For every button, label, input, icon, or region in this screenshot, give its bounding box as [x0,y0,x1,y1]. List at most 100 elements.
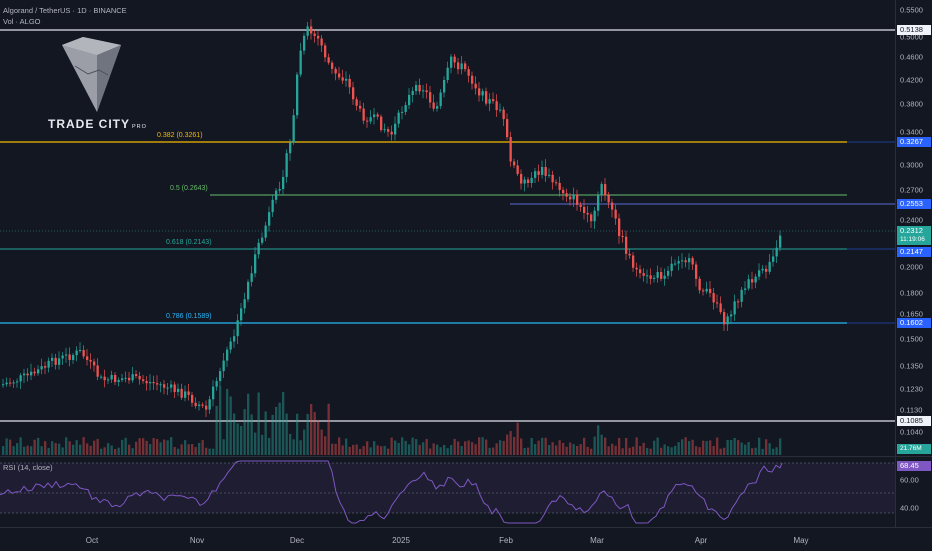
candle-body [89,359,92,362]
candle-body [201,404,204,406]
volume-bar [338,437,341,455]
support-price-tag: 0.1085 [897,416,931,426]
candle-body [401,111,404,113]
volume-bar [26,445,29,455]
candle-body [142,379,145,382]
volume-bar [660,447,663,455]
volume-bar [639,446,642,455]
candle-body [569,196,572,200]
candle-body [709,288,712,294]
volume-bar [485,439,488,455]
volume-bar [156,439,159,455]
price-tick: 0.3400 [900,127,923,137]
candle-body [453,56,456,63]
pane-divider[interactable] [0,456,932,457]
volume-bar [726,439,729,455]
rsi-legend[interactable]: RSI (14, close) [3,463,53,472]
candle-body [464,63,467,70]
candle-body [30,371,33,376]
volume-bar [541,437,544,455]
volume-legend[interactable]: Vol · ALGO [3,17,41,26]
candle-body [114,374,117,382]
volume-bar [611,443,614,455]
volume-bar [537,440,540,455]
candle-body [565,193,568,197]
volume-bar [464,441,467,455]
volume-bar [439,447,442,455]
rsi-pane[interactable]: RSI (14, close) [0,457,895,527]
volume-bar [397,442,400,455]
symbol-title[interactable]: Algorand / TetherUS · 1D · BINANCE [3,6,127,15]
rsi-tick-upper: 60.00 [900,475,919,485]
volume-bar [369,447,372,455]
candle-body [744,288,747,290]
candle-body [562,189,565,194]
candle-body [390,131,393,135]
candle-body [663,275,666,279]
volume-bar [152,438,155,455]
candle-body [635,267,638,270]
volume-bar [320,429,323,455]
candle-body [163,384,166,388]
price-tick: 0.2400 [900,215,923,225]
candle-body [264,225,267,238]
candle-body [586,213,589,215]
volume-bar [313,412,316,455]
candle-body [306,26,309,36]
volume-bar [408,444,411,455]
candle-body [236,320,239,337]
volume-bar [569,442,572,455]
candle-body [37,369,40,374]
volume-bar [54,443,57,455]
candle-body [40,366,43,370]
candle-body [327,57,330,63]
volume-bar [709,440,712,455]
volume-bar [656,437,659,455]
candle-body [740,289,743,302]
candle-body [432,102,435,109]
volume-bar [149,444,152,455]
main-chart-pane[interactable]: Algorand / TetherUS · 1D · BINANCE Vol ·… [0,0,895,456]
candle-body [184,391,187,398]
candle-body [243,299,246,309]
volume-bar [275,406,278,455]
candle-body [107,379,110,381]
volume-bar [695,446,698,455]
fib-786-price-tag: 0.1602 [897,318,931,328]
volume-bar [5,438,8,455]
volume-bar [124,437,127,455]
volume-bar [317,420,320,455]
candle-body [54,357,57,365]
candle-body [310,26,313,34]
volume-bar [506,434,509,455]
volume-bar [467,440,470,455]
volume-bar [754,447,757,455]
candle-body [541,166,544,175]
volume-bar [254,432,257,455]
candle-body [72,355,75,360]
volume-bar [362,446,365,455]
volume-bar [30,446,33,455]
price-tick: 0.1230 [900,384,923,394]
volume-bar [103,447,106,455]
price-axis[interactable]: 0.5500 0.5000 0.4600 0.4200 0.3800 0.340… [895,0,932,527]
volume-bar [674,445,677,455]
volume-bar [723,447,726,455]
candle-body [387,129,390,132]
candlesticks [2,19,782,417]
volume-bar [359,448,362,455]
volume-bar [79,444,82,455]
candle-body [775,247,778,257]
time-axis[interactable]: Oct Nov Dec 2025 Feb Mar Apr May [0,527,932,551]
volume-bar [257,392,260,455]
volume-bar [233,413,236,455]
candle-body [495,101,498,111]
volume-bar [121,439,124,455]
candle-body [299,50,302,75]
volume-bar [212,448,215,455]
volume-bar [401,437,404,455]
volume-bar [373,441,376,455]
volume-bar [327,403,330,455]
candle-body [250,273,253,282]
volume-bar [590,448,593,455]
